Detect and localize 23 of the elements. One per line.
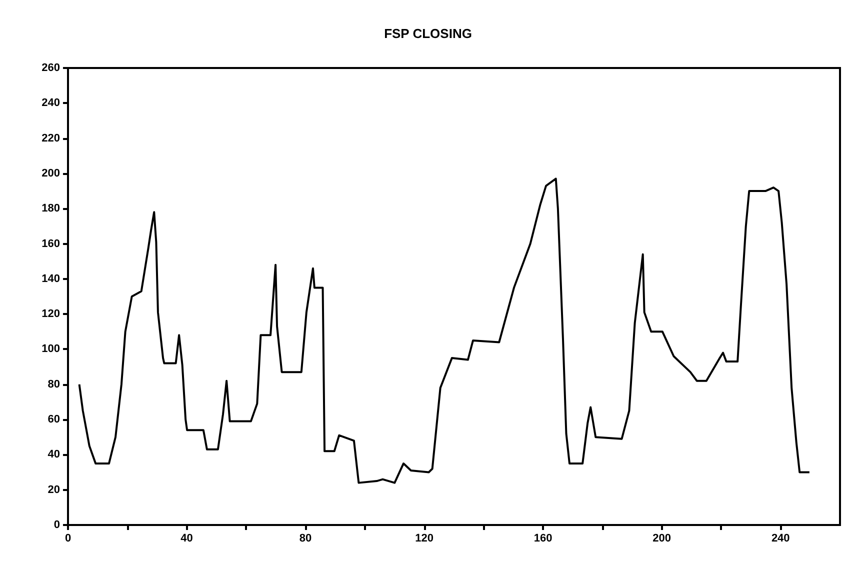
y-tick-label: 220 <box>42 132 60 144</box>
y-tick-label: 60 <box>48 414 60 426</box>
line-series <box>78 178 810 484</box>
y-tick-label: 140 <box>42 272 60 285</box>
y-tick-label: 180 <box>42 202 60 215</box>
y-tick-label: 200 <box>42 167 60 180</box>
chart-title: FSP CLOSING <box>384 26 472 41</box>
y-tick-label: 40 <box>48 448 60 461</box>
y-tick-label: 160 <box>42 238 60 250</box>
x-tick-label: 200 <box>652 532 672 544</box>
y-tick-label: 20 <box>48 484 60 496</box>
x-tick-label: 40 <box>180 532 193 544</box>
x-tick-label: 120 <box>415 532 434 544</box>
y-tick-label: 260 <box>42 62 60 74</box>
x-tick-label: 0 <box>64 532 72 544</box>
x-tick-label: 240 <box>771 532 790 544</box>
x-tick-label: 160 <box>534 532 552 544</box>
y-tick-label: 240 <box>42 97 60 110</box>
y-tick-label: 80 <box>48 378 60 390</box>
y-tick-label: 0 <box>54 519 60 531</box>
y-tick-label: 100 <box>42 343 60 356</box>
y-tick-label: 120 <box>42 308 60 320</box>
x-tick-label: 80 <box>299 532 312 544</box>
